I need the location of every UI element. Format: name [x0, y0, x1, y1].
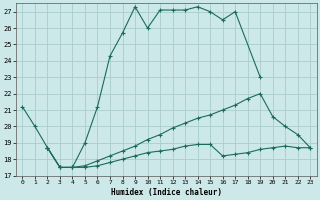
X-axis label: Humidex (Indice chaleur): Humidex (Indice chaleur)	[111, 188, 222, 197]
